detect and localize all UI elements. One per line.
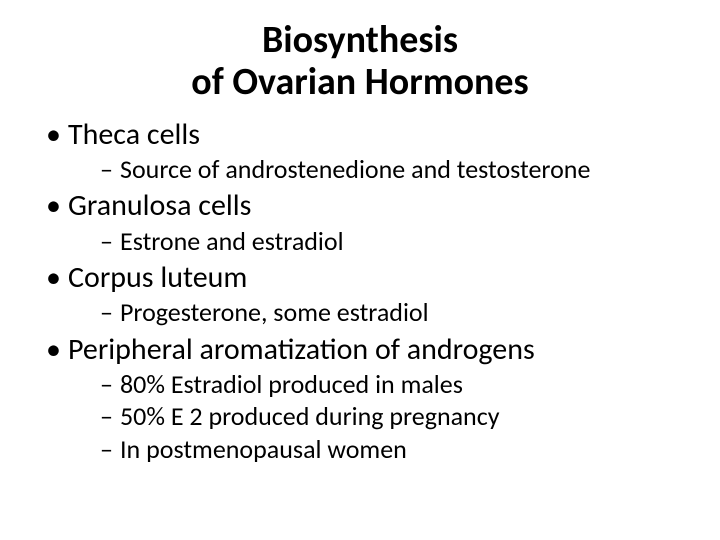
sub-list: Estrone and estradiol xyxy=(68,226,680,257)
list-item: Corpus luteum Progesterone, some estradi… xyxy=(40,261,680,329)
sub-list-item: Estrone and estradiol xyxy=(68,226,680,257)
sub-list: 80% Estradiol produced in males 50% E 2 … xyxy=(68,369,680,465)
sub-list-item-label: In postmenopausal women xyxy=(120,433,407,465)
sub-list-item: Progesterone, some estradiol xyxy=(68,297,680,328)
sub-list-item: 50% E 2 produced during pregnancy xyxy=(68,401,680,432)
title-line-2: of Ovarian Hormones xyxy=(191,59,528,105)
list-item: Theca cells Source of androstenedione an… xyxy=(40,118,680,186)
slide-container: Biosynthesis of Ovarian Hormones Theca c… xyxy=(0,0,720,540)
sub-list: Progesterone, some estradiol xyxy=(68,297,680,328)
sub-list-item-label: Progesterone, some estradiol xyxy=(120,296,429,328)
list-item-label: Peripheral aromatization of androgens xyxy=(68,331,535,368)
title-line-1: Biosynthesis xyxy=(262,17,458,63)
sub-list-item-label: 50% E 2 produced during pregnancy xyxy=(120,400,499,432)
sub-list-item-label: 80% Estradiol produced in males xyxy=(120,368,463,400)
sub-list-item-label: Source of androstenedione and testostero… xyxy=(120,153,590,185)
list-item: Granulosa cells Estrone and estradiol xyxy=(40,189,680,257)
list-item-label: Granulosa cells xyxy=(68,187,251,224)
sub-list: Source of androstenedione and testostero… xyxy=(68,154,680,185)
sub-list-item: 80% Estradiol produced in males xyxy=(68,369,680,400)
slide-title: Biosynthesis of Ovarian Hormones xyxy=(40,20,680,104)
list-item: Peripheral aromatization of androgens 80… xyxy=(40,333,680,465)
sub-list-item-label: Estrone and estradiol xyxy=(120,225,344,257)
sub-list-item: Source of androstenedione and testostero… xyxy=(68,154,680,185)
sub-list-item: In postmenopausal women xyxy=(68,434,680,465)
list-item-label: Theca cells xyxy=(68,116,200,153)
list-item-label: Corpus luteum xyxy=(68,259,247,296)
bullet-list: Theca cells Source of androstenedione an… xyxy=(40,118,680,465)
